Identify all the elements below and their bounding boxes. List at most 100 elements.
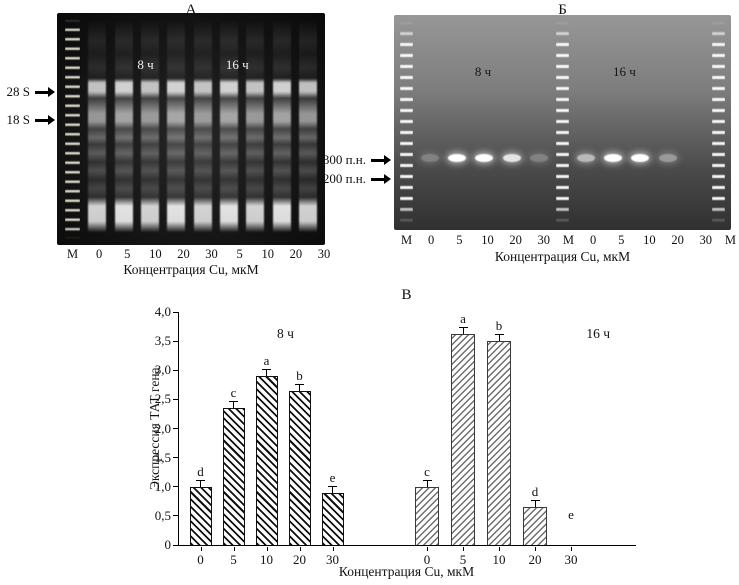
pcr-band [502,153,521,162]
lane-label: 0 [428,233,435,247]
panel-a-caption: Концентрация Cu, мкМ [123,262,259,277]
pcr-band [421,153,440,162]
gel-lane-sample [474,21,494,224]
lane-label: 20 [289,247,303,261]
marker-200bp-label: 200 п.н. [322,171,366,186]
gel-lane-sample [167,19,186,239]
y-tick-label: 3,5 [154,333,171,349]
lane-label: 0 [95,247,103,261]
y-tick-mark [172,544,178,546]
y-tick-mark [172,486,178,488]
marker-18s-label: 18 S [6,112,30,127]
lane-label: 10 [643,233,656,247]
gel-lane-sample [219,19,238,239]
error-bar [494,334,504,342]
lane-label: 30 [537,233,551,247]
bar [487,341,511,545]
pcr-band [529,153,548,162]
error-bar [530,500,540,508]
y-tick-mark [172,515,178,517]
x-tick-label: 30 [564,552,578,567]
lane-label: 5 [456,233,463,247]
gel-lane-sample [298,19,317,239]
bar-group-8h: d 0 c 5 a 10 b 20 [184,312,349,567]
significance-letter: d [197,463,204,479]
error-bar [328,485,337,493]
lane-label: 20 [509,233,522,247]
y-tick-mark [172,369,178,371]
right-arrow-icon [35,118,48,122]
y-tick-mark [172,457,178,459]
gel-b-lane-labels: М 0 5 10 20 30 М 0 5 10 20 30 М [394,233,739,248]
x-tick-label: 20 [293,552,306,567]
gel-lane-sample [658,21,678,224]
bar-slot: c 5 [217,312,250,567]
significance-letter: c [230,385,237,401]
x-tick-label: 20 [528,552,542,567]
y-tick-mark [172,340,178,342]
bar [451,333,475,545]
pcr-band [448,153,467,162]
right-arrow-icon [35,90,48,94]
gel-image-b: 8 ч 16 ч [394,15,731,230]
lane-label: 0 [589,233,597,247]
significance-letter: b [495,318,503,334]
chart-group-label-8h: 8 ч [277,326,294,341]
lane-label: 30 [317,247,331,261]
bar [415,486,439,545]
gel-lane-sample [272,19,291,239]
marker-18s: 18 S [4,112,54,128]
y-tick-label: 0 [164,537,172,552]
gel-b-group-8h: 8 ч [474,64,492,80]
panel-c-title: В [401,287,412,303]
lane-label: 5 [618,233,625,247]
lane-label: 20 [671,233,684,247]
right-arrow-icon [371,177,384,181]
bar [255,376,278,545]
gel-lane-sample [447,21,467,224]
gel-lane-sample [114,19,133,239]
marker-300bp-label: 300 п.н. [322,152,366,167]
plot-area: 8 ч 16 ч d 0 c 5 a 10 b [155,305,636,567]
bar-slot: e 30 [316,312,349,567]
lane-label: 10 [261,247,275,261]
gel-lane-sample [529,21,549,224]
bar-slot: a 5 [445,312,481,567]
y-tick-label: 1,0 [154,478,171,494]
marker-200bp: 200 п.н. [320,171,390,187]
lane-label: 20 [177,247,190,261]
bar-slot: c 0 [409,312,445,567]
right-arrow-icon [371,158,384,162]
bar-group-16h: c 0 a 5 b 10 d 20 [409,312,589,567]
bar-slot: d 0 [184,312,217,567]
lane-label: М [562,233,574,247]
gel-lane-sample [246,19,265,239]
y-tick-label: 4,0 [154,304,171,319]
gel-lane-ladder [711,21,725,224]
pcr-band [631,153,650,162]
y-tick-label: 3,0 [154,362,171,378]
lane-label: 10 [481,233,494,247]
lane-label: 5 [124,247,131,261]
error-bar [229,401,238,409]
marker-28s-label: 28 S [6,84,30,99]
y-tick-label: 0,5 [154,507,171,523]
y-tick-label: 2,0 [154,420,171,436]
bar [523,507,547,545]
gel-lane-sample [140,19,159,239]
bar-slot: d 20 [517,312,553,567]
gel-b-lanes [394,15,731,230]
x-tick-label: 0 [423,552,431,567]
gel-image-a: 8 ч 16 ч [57,13,325,245]
pcr-band [658,153,677,162]
gel-a-lanes [57,13,325,245]
gel-lane-sample [420,21,440,224]
significance-letter: a [263,353,270,369]
gel-lane-ladder [400,21,413,224]
bar-slot: e 30 [553,312,589,567]
gel-a-group-16h: 16 ч [225,57,249,73]
significance-letter: e [568,507,574,522]
lane-label: 30 [699,233,712,247]
x-tick-label: 0 [197,552,204,567]
